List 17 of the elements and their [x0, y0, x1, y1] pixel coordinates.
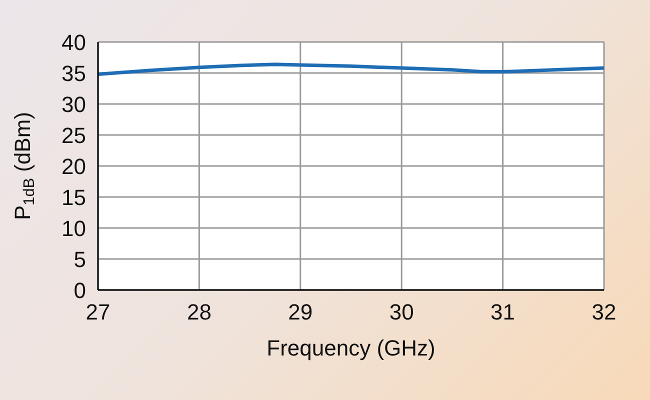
x-axis-title: Frequency (GHz) — [266, 336, 436, 361]
y-tick-label: 25 — [62, 122, 86, 148]
x-tick-label: 29 — [288, 300, 313, 325]
y-tick-label: 0 — [74, 278, 86, 303]
x-tick-label: 28 — [186, 300, 212, 325]
y-tick-label: 40 — [62, 30, 86, 55]
x-tick-label: 32 — [592, 300, 616, 325]
x-tick-label: 27 — [86, 300, 110, 325]
y-tick-label: 20 — [62, 154, 86, 179]
y-tick-label: 10 — [62, 216, 86, 241]
x-tick-label: 30 — [389, 300, 414, 325]
line-series — [98, 62, 604, 76]
y-tick-label: 15 — [62, 184, 86, 210]
y-tick-label: 5 — [74, 246, 86, 272]
y-tick-label: 35 — [62, 60, 86, 86]
x-tick-label: 31 — [490, 300, 516, 325]
y-tick-label: 30 — [62, 92, 86, 117]
